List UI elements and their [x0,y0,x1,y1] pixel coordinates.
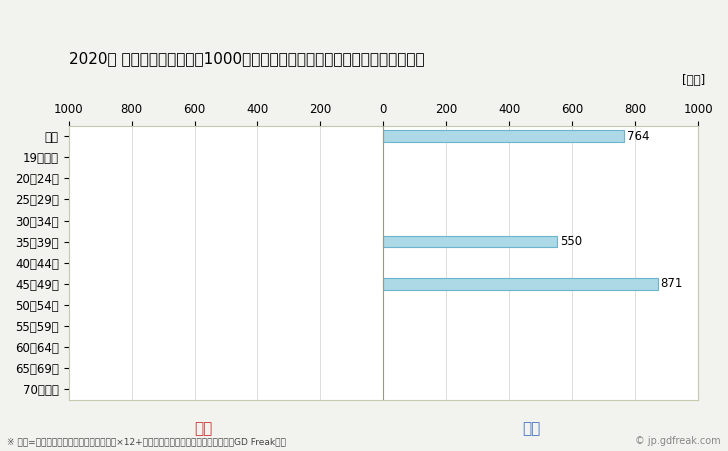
Text: © jp.gdfreak.com: © jp.gdfreak.com [635,437,721,446]
Text: 764: 764 [627,129,649,143]
Text: ※ 年収=「きまって支給する現金給与額」×12+「年間賞与その他特別給与額」としてGD Freak推計: ※ 年収=「きまって支給する現金給与額」×12+「年間賞与その他特別給与額」とし… [7,437,286,446]
Text: 2020年 民間企業（従業者数1000人以上）フルタイム労働者の男女別平均年収: 2020年 民間企業（従業者数1000人以上）フルタイム労働者の男女別平均年収 [68,51,424,66]
Bar [384,278,657,290]
Bar [384,130,624,142]
Text: [万円]: [万円] [682,74,705,87]
Text: 871: 871 [661,277,683,290]
Text: 550: 550 [560,235,582,248]
Text: 女性: 女性 [194,421,213,436]
Text: 男性: 男性 [522,421,541,436]
Bar [384,236,556,248]
